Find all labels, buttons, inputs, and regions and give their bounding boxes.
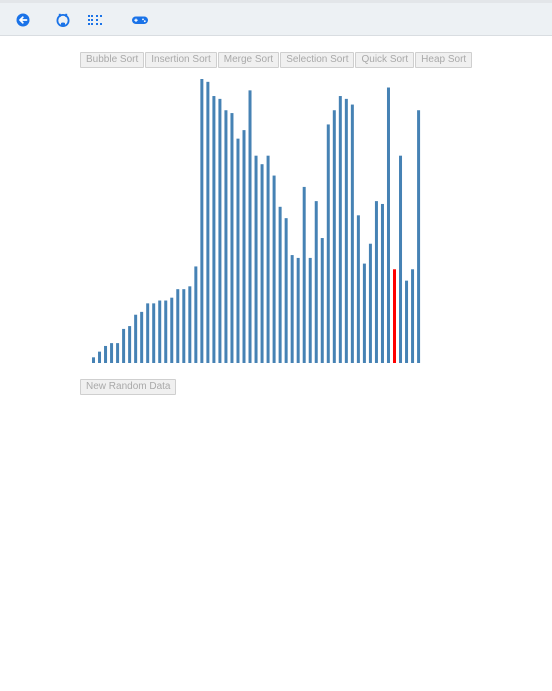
data-bar <box>110 343 114 363</box>
data-bar <box>104 345 108 363</box>
data-bar <box>122 328 126 363</box>
new-random-data-button[interactable]: New Random Data <box>80 379 177 395</box>
data-bar <box>290 255 294 363</box>
insertion-sort-button[interactable]: Insertion Sort <box>145 52 217 68</box>
heap-sort-button[interactable]: Heap Sort <box>415 52 473 68</box>
data-bar <box>176 289 180 363</box>
selection-sort-button[interactable]: Selection Sort <box>280 52 355 68</box>
grid-dots-icon[interactable] <box>87 12 103 28</box>
merge-sort-button[interactable]: Merge Sort <box>217 52 280 68</box>
data-bar <box>417 110 421 363</box>
data-bar <box>296 257 300 363</box>
data-bar <box>242 130 246 363</box>
data-bar <box>254 155 258 363</box>
bubble-sort-button[interactable]: Bubble Sort <box>80 52 145 68</box>
data-bar <box>386 87 390 363</box>
data-bar <box>314 201 318 363</box>
data-bar <box>332 110 336 363</box>
data-bar <box>284 218 288 363</box>
data-bar <box>266 155 270 363</box>
data-bar <box>92 357 95 363</box>
data-bar <box>362 263 366 363</box>
data-bar <box>380 203 384 363</box>
data-bar <box>356 215 360 363</box>
top-toolbar <box>0 0 552 36</box>
data-bar <box>320 238 324 363</box>
data-bar <box>411 269 415 363</box>
data-bar <box>200 79 204 363</box>
data-bar <box>260 164 264 363</box>
data-bar <box>338 96 342 363</box>
data-bar <box>134 314 138 363</box>
data-bar <box>140 311 144 363</box>
data-bar <box>98 351 102 363</box>
data-bar <box>326 124 330 363</box>
data-bar <box>170 297 174 363</box>
data-bar <box>188 286 192 363</box>
sort-visualization-chart <box>92 79 421 364</box>
data-bar <box>194 266 198 363</box>
data-bar <box>236 138 240 363</box>
data-bar <box>374 201 378 363</box>
data-bar <box>206 81 210 363</box>
data-bar <box>344 98 348 363</box>
algorithm-selector: Bubble Sort Insertion Sort Merge Sort Se… <box>80 52 473 68</box>
data-bar <box>248 90 252 364</box>
data-bar <box>164 300 168 363</box>
data-bar <box>218 98 222 363</box>
github-icon[interactable] <box>55 12 71 28</box>
data-bar <box>278 206 282 363</box>
data-bar <box>158 300 162 363</box>
quick-sort-button[interactable]: Quick Sort <box>355 52 415 68</box>
data-bar <box>368 243 372 363</box>
data-bar <box>182 289 186 363</box>
data-bar <box>230 113 234 363</box>
data-bar <box>405 280 409 363</box>
data-bar <box>212 96 216 363</box>
gamepad-icon[interactable] <box>131 12 149 28</box>
data-bar <box>399 155 403 363</box>
data-bar <box>224 110 228 363</box>
data-bar <box>308 257 312 363</box>
back-arrow-icon[interactable] <box>15 12 31 28</box>
data-bar <box>152 303 156 363</box>
active-bar <box>393 269 396 363</box>
data-bar <box>350 104 354 363</box>
data-bar <box>128 326 132 363</box>
data-bar <box>302 186 306 363</box>
data-bar <box>272 175 276 363</box>
data-bar <box>116 343 120 363</box>
data-bar <box>146 303 150 363</box>
